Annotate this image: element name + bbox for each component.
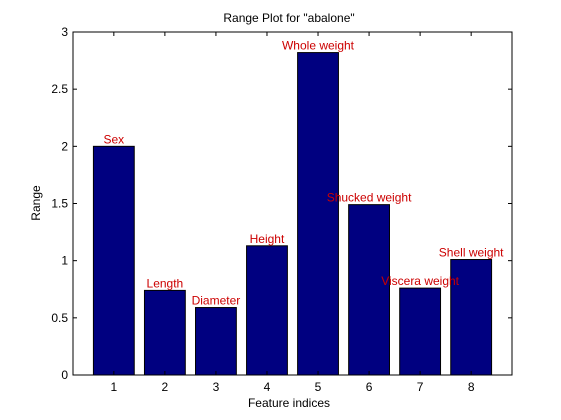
bar-label-8: Shell weight [439,246,504,260]
x-tick-label: 8 [468,380,475,394]
bar-5 [297,52,339,376]
bar-label-7: Viscera weight [381,274,459,288]
bar-label-2: Length [147,276,184,290]
bar-label-3: Diameter [192,294,241,308]
bar-2 [143,289,186,376]
bar-1 [92,145,135,376]
bar-3 [195,307,237,376]
x-axis: 1 2 3 4 5 6 7 8 [110,32,475,394]
bar-7 [399,287,442,376]
x-tick-label: 5 [315,380,322,394]
chart-title: Range Plot for "abalone" [223,11,354,25]
x-tick-label: 4 [264,380,271,394]
bar-8 [450,259,493,376]
bar-label-6: Shucked weight [327,191,412,205]
bar-label-5: Whole weight [282,39,355,53]
bar-labels: Sex Length Diameter Height Whole weight Shuck… [103,39,504,308]
bars-layer [92,52,493,376]
x-axis-label: Feature indices [248,396,330,410]
plot-area-frame [72,31,513,376]
y-tick-label: 3 [61,25,68,39]
y-axis-label: Range [29,185,43,221]
bar-4 [246,245,288,376]
x-tick-label: 3 [213,380,220,394]
y-tick-label: 2.5 [51,82,68,96]
bar-label-4: Height [250,232,285,246]
bar-label-1: Sex [103,132,124,146]
x-tick-label: 2 [162,380,169,394]
y-tick-label: 0.5 [51,311,68,325]
y-axis: 0 0.5 1 1.5 2 2.5 3 [51,25,512,382]
y-tick-label: 2 [61,139,68,153]
bar-6 [348,204,390,376]
y-tick-label: 1 [61,254,68,268]
y-tick-label: 0 [61,368,68,382]
x-tick-label: 7 [417,380,424,394]
x-tick-label: 6 [366,380,373,394]
y-tick-label: 1.5 [51,197,68,211]
x-tick-label: 1 [110,380,117,394]
